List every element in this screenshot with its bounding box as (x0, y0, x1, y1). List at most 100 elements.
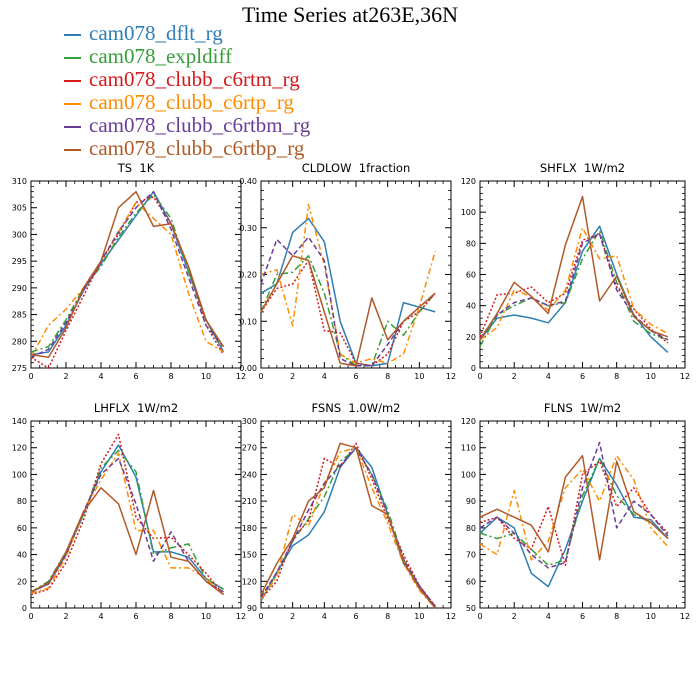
x-tick-label: 10 (414, 372, 424, 381)
x-tick-label: 4 (98, 612, 103, 621)
x-tick-label: 0 (477, 372, 482, 381)
x-tick-label: 6 (353, 612, 358, 621)
legend-label: cam078_clubb_c6rtp_rg (89, 90, 294, 114)
chart-title: CLDLOW 1fraction (302, 161, 411, 175)
chart-title: SHFLX 1W/m2 (540, 161, 625, 175)
y-tick-label: 290 (12, 284, 27, 293)
series-line (30, 201, 224, 358)
chart-panel: FSNS 1.0W/m2 0 2 4 6 8 10 12 90 120 150 180 210 240 27… (242, 401, 456, 621)
legend-item: cam078_clubb_c6rtbp_rg (64, 137, 310, 160)
legend-item: cam078_clubb_c6rtp_rg (64, 91, 310, 114)
y-tick-label: 120 (461, 417, 476, 426)
y-tick-label: 0 (471, 364, 476, 373)
series-line (30, 190, 225, 356)
chart-title: TS 1K (117, 161, 155, 175)
legend-swatch (64, 57, 81, 59)
x-tick-label: 6 (133, 612, 138, 621)
x-tick-label: 0 (258, 372, 263, 381)
series-line (479, 454, 669, 561)
series-line (260, 217, 436, 367)
legend-label: cam078_clubb_c6rtm_rg (89, 67, 300, 91)
y-tick-label: 240 (242, 470, 257, 479)
series-line (30, 452, 225, 596)
y-tick-label: 60 (466, 271, 476, 280)
x-tick-label: 10 (646, 612, 656, 621)
series-line (30, 196, 225, 369)
legend-swatch (64, 80, 81, 82)
series-line (479, 195, 669, 341)
x-tick-label: 8 (385, 612, 390, 621)
y-tick-label: 0 (22, 604, 27, 613)
y-tick-label: 275 (12, 364, 27, 373)
x-tick-label: 12 (236, 372, 246, 381)
legend: cam078_dflt_rg cam078_expldiff cam078_cl… (64, 22, 310, 160)
chart-title: LHFLX 1W/m2 (94, 401, 178, 415)
y-tick-label: 100 (461, 470, 476, 479)
y-tick-label: 120 (12, 444, 27, 453)
x-tick-label: 2 (63, 372, 68, 381)
x-tick-label: 4 (546, 372, 551, 381)
x-tick-label: 6 (133, 372, 138, 381)
series-line (479, 233, 669, 344)
x-tick-label: 0 (477, 612, 482, 621)
legend-label: cam078_clubb_c6rtbp_rg (89, 136, 305, 160)
series-line (479, 460, 669, 567)
x-tick-label: 10 (646, 372, 656, 381)
y-tick-label: 310 (12, 177, 27, 186)
y-tick-label: 150 (242, 551, 257, 560)
y-tick-label: 120 (461, 177, 476, 186)
y-tick-label: 20 (466, 333, 476, 342)
x-tick-label: 6 (580, 612, 585, 621)
y-tick-label: 0.30 (239, 224, 257, 233)
x-tick-label: 10 (414, 612, 424, 621)
plot-frame (30, 180, 242, 369)
series-line (30, 444, 224, 593)
y-tick-label: 210 (242, 497, 257, 506)
chart-title: FLNS 1W/m2 (544, 401, 621, 415)
legend-label: cam078_clubb_c6rtbm_rg (89, 113, 311, 137)
x-tick-label: 4 (98, 372, 103, 381)
series-line (260, 446, 436, 609)
legend-swatch (64, 126, 81, 128)
y-tick-label: 60 (466, 577, 476, 586)
x-tick-label: 2 (290, 372, 295, 381)
plot-frame (260, 180, 452, 369)
x-tick-label: 6 (353, 372, 358, 381)
series-line (479, 233, 669, 341)
series-line (30, 457, 224, 593)
x-tick-label: 0 (28, 612, 33, 621)
y-tick-label: 120 (242, 577, 257, 586)
y-tick-label: 110 (461, 444, 476, 453)
series-line (260, 203, 436, 365)
y-tick-label: 300 (12, 230, 27, 239)
page-title: Time Series at263E,36N (241, 2, 459, 27)
x-tick-label: 12 (446, 612, 456, 621)
series-line (260, 236, 436, 367)
legend-swatch (64, 34, 81, 36)
series-line (479, 225, 669, 353)
series-line (260, 442, 436, 609)
y-tick-label: 0.20 (239, 271, 257, 280)
y-tick-label: 80 (17, 497, 27, 506)
x-tick-label: 2 (512, 372, 517, 381)
series-line (30, 487, 224, 596)
y-tick-label: 0.40 (239, 177, 257, 186)
x-tick-label: 10 (201, 372, 211, 381)
x-tick-label: 2 (512, 612, 517, 621)
series-line (260, 448, 436, 609)
series-line (30, 433, 225, 596)
x-tick-label: 12 (236, 612, 246, 621)
series-line (260, 255, 436, 367)
plot-frame (479, 420, 686, 609)
y-tick-label: 100 (461, 208, 476, 217)
y-tick-label: 40 (17, 551, 27, 560)
y-tick-label: 50 (466, 604, 476, 613)
x-tick-label: 10 (201, 612, 211, 621)
x-tick-label: 0 (258, 612, 263, 621)
chart-panel: FLNS 1W/m2 0 2 4 6 8 10 12 50 60 70 80 90 100 110 120 (461, 401, 690, 621)
x-tick-label: 0 (28, 372, 33, 381)
x-tick-label: 12 (680, 612, 690, 621)
